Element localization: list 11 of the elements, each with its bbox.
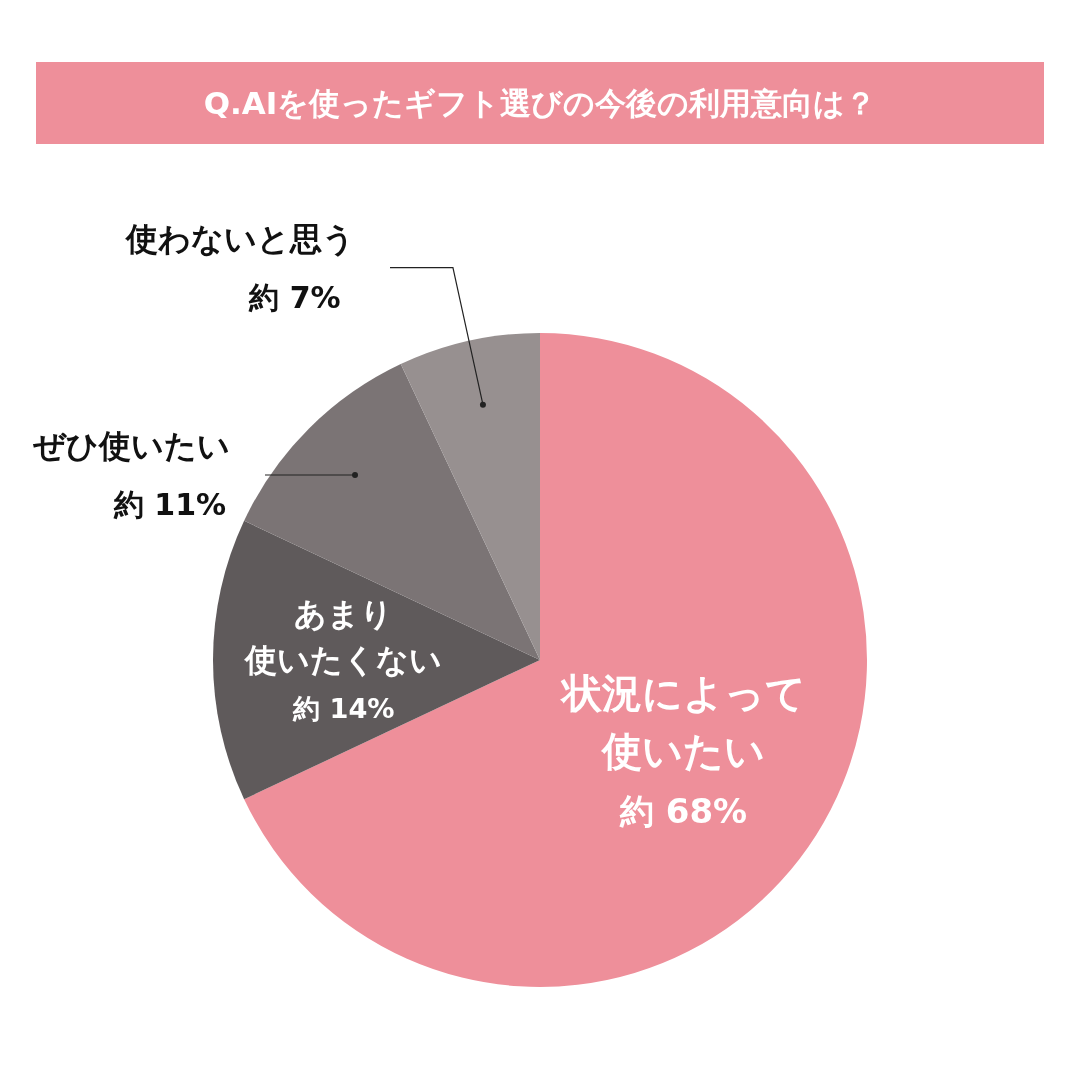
pie-slice: [213, 520, 540, 800]
data-label: 約 14%: [292, 692, 395, 724]
data-label: 約 7%: [248, 279, 341, 315]
data-label: 約 11%: [112, 487, 227, 523]
slice-label: 使わないと思う: [125, 219, 355, 258]
slice-label: あまり使いたくない: [244, 594, 443, 680]
slice-label: 状況によって使いたい: [558, 670, 806, 775]
pie-slice: [244, 333, 867, 987]
slice-label: ぜひ使いたい: [32, 427, 230, 466]
chart-title: Q.AIを使ったギフト選びの今後の利用意向は？: [203, 85, 877, 121]
data-label: 約 68%: [618, 791, 748, 832]
